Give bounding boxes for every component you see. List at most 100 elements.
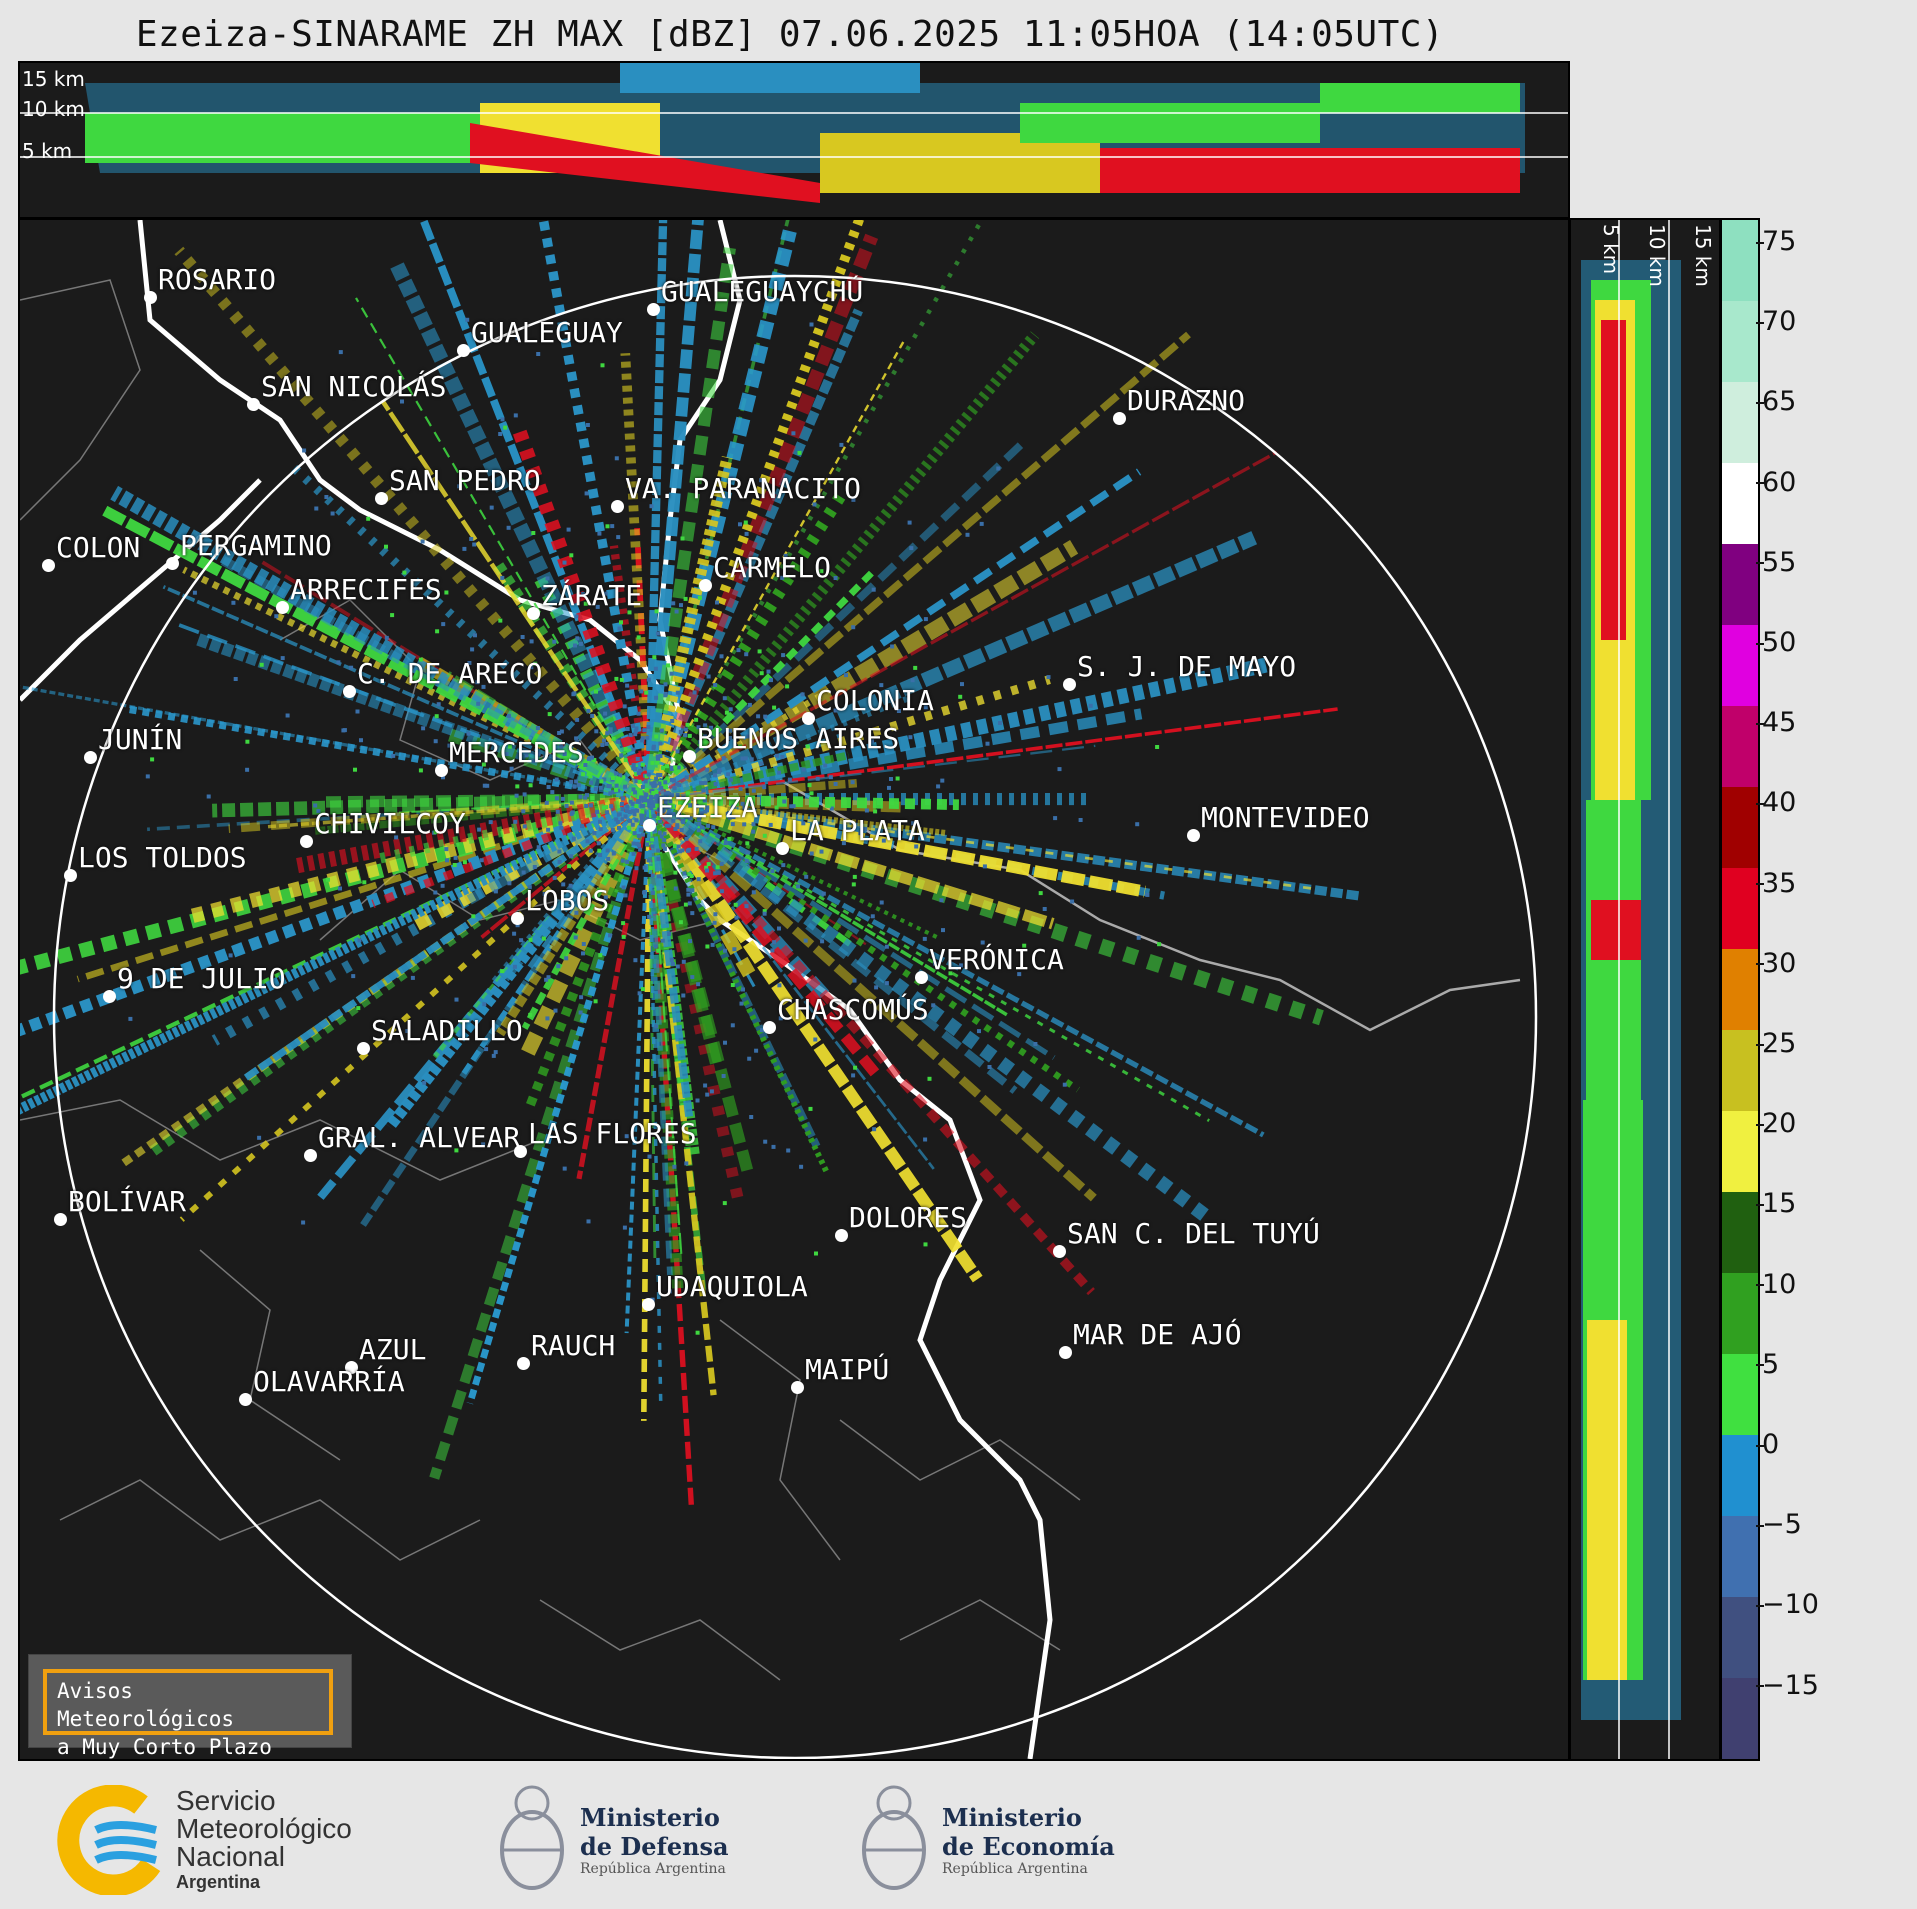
reflectivity-pixel (655, 803, 660, 808)
reflectivity-pixel (965, 532, 970, 537)
reflectivity-pixel (796, 884, 801, 889)
reflectivity-pixel (418, 657, 423, 662)
city-label: SALADILLO (371, 1014, 523, 1047)
reflectivity-pixel (771, 1144, 776, 1149)
reflectivity-pixel (850, 780, 855, 785)
reflectivity-pixel (833, 576, 838, 580)
reflectivity-pixel (829, 806, 834, 811)
reflectivity-pixel (673, 870, 678, 875)
city-label: S. J. DE MAYO (1077, 650, 1297, 683)
reflectivity-ray (390, 262, 656, 803)
reflectivity-pixel (638, 768, 643, 773)
reflectivity-pixel (700, 825, 704, 830)
reflectivity-pixel (482, 783, 487, 788)
side-cross-section-plot (1581, 220, 1681, 1759)
reflectivity-pixel (661, 807, 666, 812)
smn-line3: Nacional (176, 1841, 285, 1872)
reflectivity-pixel (633, 732, 638, 737)
reflectivity-ray (647, 793, 1146, 898)
colorbar-tick: 5 (1755, 1348, 1780, 1380)
reflectivity-pixel (812, 502, 817, 507)
reflectivity-pixel (881, 838, 886, 843)
reflectivity-pixel (569, 553, 574, 558)
reflectivity-pixel (705, 767, 710, 772)
reflectivity-pixel (815, 776, 820, 781)
reflectivity-pixel (584, 491, 589, 496)
reflectivity-pixel (654, 789, 659, 794)
reflectivity-ray (647, 798, 935, 1170)
reflectivity-pixel (814, 1251, 818, 1256)
reflectivity-pixel (472, 542, 477, 547)
colorbar-tick: 35 (1755, 867, 1797, 899)
reflectivity-pixel (653, 944, 658, 949)
reflectivity-ray (648, 744, 1096, 801)
reflectivity-pixel (521, 809, 526, 814)
reflectivity-pixel (645, 735, 650, 740)
reflectivity-pixel (762, 911, 767, 916)
reflectivity-pixel (853, 1065, 858, 1070)
reflectivity-pixel (646, 858, 651, 863)
reflectivity-pixel (576, 761, 581, 766)
reflectivity-pixel (663, 798, 668, 803)
reflectivity-pixel (649, 794, 653, 799)
city-marker (357, 1042, 370, 1055)
reflectivity-pixel (611, 736, 616, 741)
reflectivity-pixel (485, 783, 490, 788)
reflectivity-pixel (500, 969, 505, 974)
reflectivity-pixel (611, 851, 616, 856)
reflectivity-pixel (481, 1142, 486, 1147)
reflectivity-pixel (557, 849, 562, 854)
reflectivity-pixel (357, 938, 362, 943)
reflectivity-pixel (762, 909, 767, 914)
reflectivity-pixel (206, 794, 211, 799)
reflectivity-pixel (743, 756, 748, 761)
reflectivity-pixel (656, 874, 661, 879)
reflectivity-pixel (384, 544, 388, 549)
reflectivity-pixel (589, 780, 593, 785)
reflectivity-pixel (664, 785, 669, 790)
reflectivity-pixel (618, 773, 623, 778)
reflectivity-pixel (669, 767, 674, 771)
reflectivity-pixel (728, 736, 732, 740)
reflectivity-pixel (568, 883, 573, 888)
reflectivity-pixel (650, 890, 655, 895)
reflectivity-pixel (749, 1115, 754, 1119)
colorbar-tick: −5 (1756, 1509, 1802, 1541)
reflectivity-pixel (923, 1242, 928, 1247)
reflectivity-pixel (550, 790, 555, 795)
reflectivity-ray (446, 671, 651, 802)
reflectivity-pixel (601, 805, 606, 810)
reflectivity-pixel (652, 828, 657, 833)
reflectivity-pixel (633, 729, 638, 734)
reflectivity-pixel (479, 858, 484, 863)
reflectivity-pixel (863, 827, 868, 832)
reflectivity-pixel (851, 1073, 856, 1078)
reflectivity-pixel (559, 825, 564, 830)
reflectivity-ray (646, 468, 1142, 803)
reflectivity-pixel (661, 843, 666, 848)
reflectivity-pixel (757, 649, 762, 654)
reflectivity-pixel (678, 800, 682, 805)
reflectivity-ray (162, 585, 650, 801)
reflectivity-pixel (658, 773, 663, 777)
city-marker (699, 579, 712, 592)
reflectivity-pixel (621, 775, 626, 780)
reflectivity-pixel (884, 944, 889, 949)
reflectivity-pixel (683, 727, 688, 732)
reflectivity-pixel (1145, 892, 1150, 897)
reflectivity-pixel (285, 713, 290, 718)
city-label: BOLÍVAR (68, 1185, 187, 1218)
reflectivity-pixel (667, 932, 672, 936)
city-label: DOLORES (849, 1201, 968, 1234)
reflectivity-ray (76, 795, 651, 983)
reflectivity-pixel (728, 707, 733, 712)
reflectivity-pixel (619, 677, 624, 682)
colorbar-tick: 75 (1755, 226, 1797, 257)
reflectivity-pixel (696, 725, 701, 730)
reflectivity-pixel (625, 683, 630, 688)
reflectivity-pixel (476, 701, 481, 706)
reflectivity-pixel (711, 825, 716, 830)
reflectivity-pixel (500, 417, 505, 422)
reflectivity-pixel (536, 352, 541, 356)
reflectivity-pixel (858, 831, 863, 836)
